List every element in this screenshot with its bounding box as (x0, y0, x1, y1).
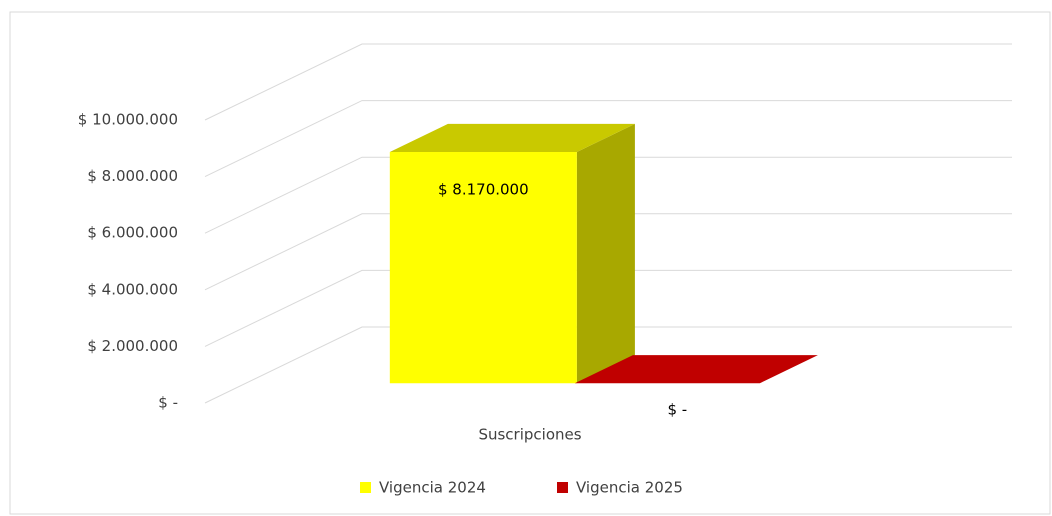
bar-top (389, 123, 635, 153)
grid-line (204, 156, 1012, 234)
y-tick-label: $ - (158, 394, 178, 412)
data-label: $ 8.170.000 (438, 181, 529, 199)
y-tick-label: $ 8.000.000 (87, 167, 178, 185)
grid-line (204, 269, 1012, 347)
bar-side (576, 123, 635, 384)
grid-line (204, 100, 1012, 178)
y-tick-label: $ 2.000.000 (87, 337, 178, 355)
grid-line (204, 213, 1012, 291)
x-tick-label: Suscripciones (478, 426, 581, 444)
grid-line (204, 326, 1012, 404)
legend-label: Vigencia 2024 (379, 479, 486, 497)
legend-swatch (557, 482, 568, 493)
grid-line (204, 43, 1012, 121)
legend-label: Vigencia 2025 (576, 479, 683, 497)
y-tick-label: $ 4.000.000 (87, 280, 178, 298)
data-label: $ - (667, 401, 687, 419)
y-tick-label: $ 6.000.000 (87, 224, 178, 242)
bar-front (389, 152, 577, 384)
y-tick-label: $ 10.000.000 (78, 111, 178, 129)
legend-swatch (360, 482, 371, 493)
bar-top (574, 355, 818, 384)
